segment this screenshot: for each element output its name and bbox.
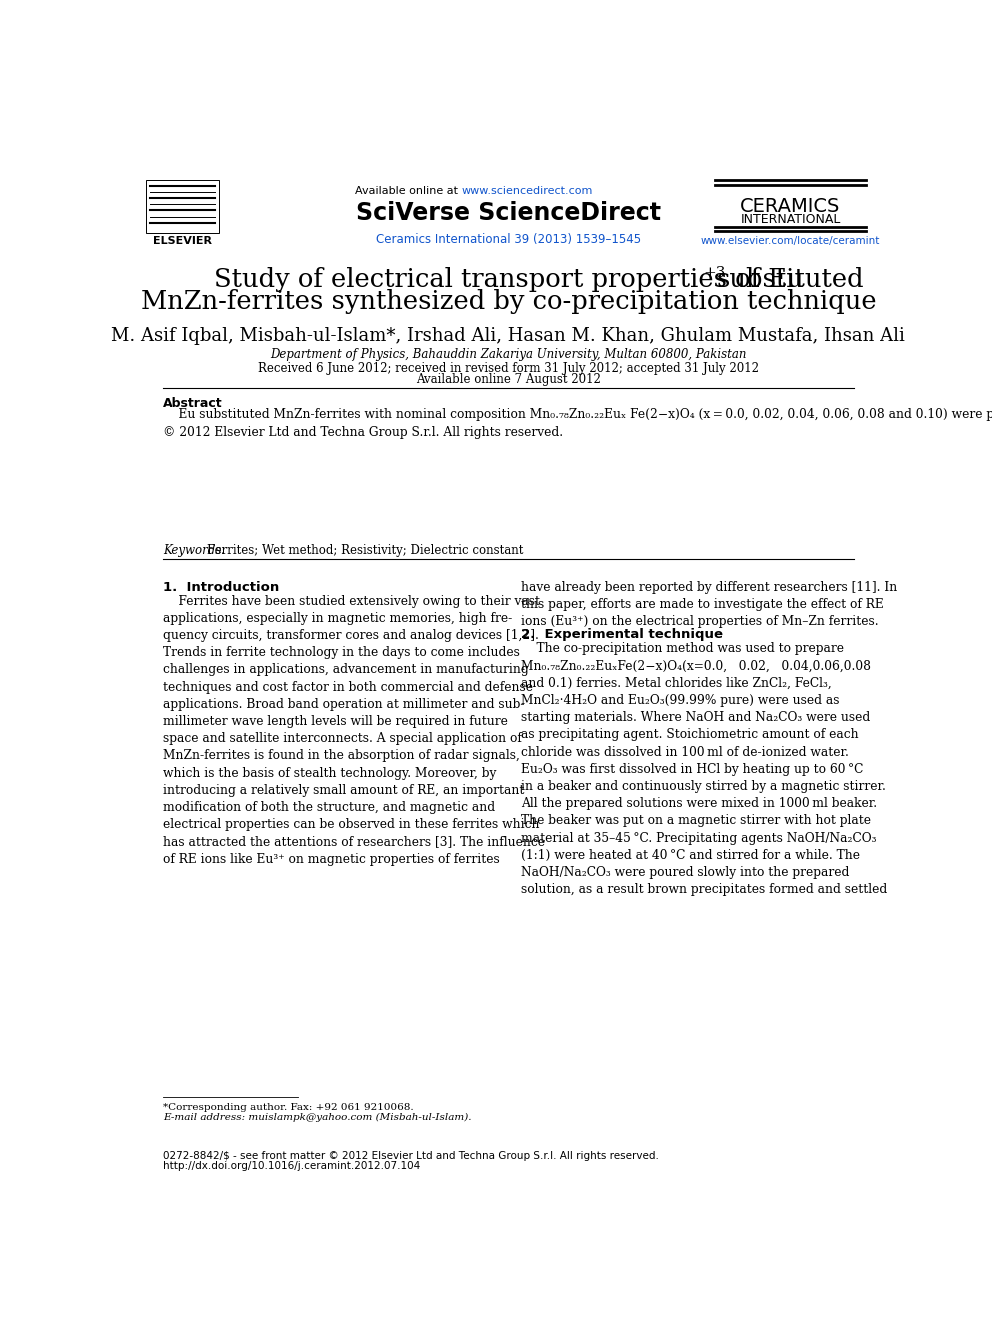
Text: +3: +3	[703, 266, 725, 279]
Text: ELSEVIER: ELSEVIER	[153, 235, 211, 246]
Text: *Corresponding author. Fax: +92 061 9210068.: *Corresponding author. Fax: +92 061 9210…	[163, 1103, 414, 1111]
Text: MnZn-ferrites synthesized by co-precipitation technique: MnZn-ferrites synthesized by co-precipit…	[141, 288, 876, 314]
Text: SciVerse ScienceDirect: SciVerse ScienceDirect	[356, 201, 661, 225]
FancyBboxPatch shape	[146, 180, 219, 233]
Text: http://dx.doi.org/10.1016/j.ceramint.2012.07.104: http://dx.doi.org/10.1016/j.ceramint.201…	[163, 1160, 420, 1171]
Text: 0272-8842/$ - see front matter © 2012 Elsevier Ltd and Techna Group S.r.l. All r: 0272-8842/$ - see front matter © 2012 El…	[163, 1151, 659, 1160]
Text: www.elsevier.com/locate/ceramint: www.elsevier.com/locate/ceramint	[700, 235, 880, 246]
Text: Available online at: Available online at	[355, 187, 462, 197]
Text: M. Asif Iqbal, Misbah-ul-Islam*, Irshad Ali, Hasan M. Khan, Ghulam Mustafa, Ihsa: M. Asif Iqbal, Misbah-ul-Islam*, Irshad …	[111, 327, 906, 344]
Text: CERAMICS: CERAMICS	[740, 197, 840, 216]
Text: have already been reported by different researchers [11]. In
this paper, efforts: have already been reported by different …	[521, 581, 897, 628]
Text: Ceramics International 39 (2013) 1539–1545: Ceramics International 39 (2013) 1539–15…	[376, 233, 641, 246]
Text: E-mail address: muislampk@yahoo.com (Misbah-ul-Islam).: E-mail address: muislampk@yahoo.com (Mis…	[163, 1113, 471, 1122]
Text: Available online 7 August 2012: Available online 7 August 2012	[416, 373, 601, 386]
Text: INTERNATIONAL: INTERNATIONAL	[740, 213, 840, 226]
Text: Ferrites have been studied extensively owing to their vast
applications, especia: Ferrites have been studied extensively o…	[163, 594, 545, 865]
Text: Eu substituted MnZn-ferrites with nominal composition Mn₀.₇₈Zn₀.₂₂Euₓ Fe(2−x)O₄ : Eu substituted MnZn-ferrites with nomina…	[163, 409, 992, 439]
Text: substituted: substituted	[716, 266, 864, 291]
Text: Ferrites; Wet method; Resistivity; Dielectric constant: Ferrites; Wet method; Resistivity; Diele…	[207, 544, 524, 557]
Text: Department of Physics, Bahauddin Zakariya University, Multan 60800, Pakistan: Department of Physics, Bahauddin Zakariy…	[270, 348, 747, 361]
Text: Keywords:: Keywords:	[163, 544, 229, 557]
Text: www.sciencedirect.com: www.sciencedirect.com	[462, 187, 593, 197]
Text: Abstract: Abstract	[163, 397, 222, 410]
Text: Received 6 June 2012; received in revised form 31 July 2012; accepted 31 July 20: Received 6 June 2012; received in revise…	[258, 363, 759, 374]
Text: 2.  Experimental technique: 2. Experimental technique	[521, 628, 723, 642]
Text: Study of electrical transport properties of Eu: Study of electrical transport properties…	[213, 266, 804, 291]
Text: 1.  Introduction: 1. Introduction	[163, 581, 279, 594]
Text: The co-precipitation method was used to prepare
Mn₀.₇₈Zn₀.₂₂EuₓFe(2−x)O₄(x=0.0, : The co-precipitation method was used to …	[521, 643, 887, 896]
